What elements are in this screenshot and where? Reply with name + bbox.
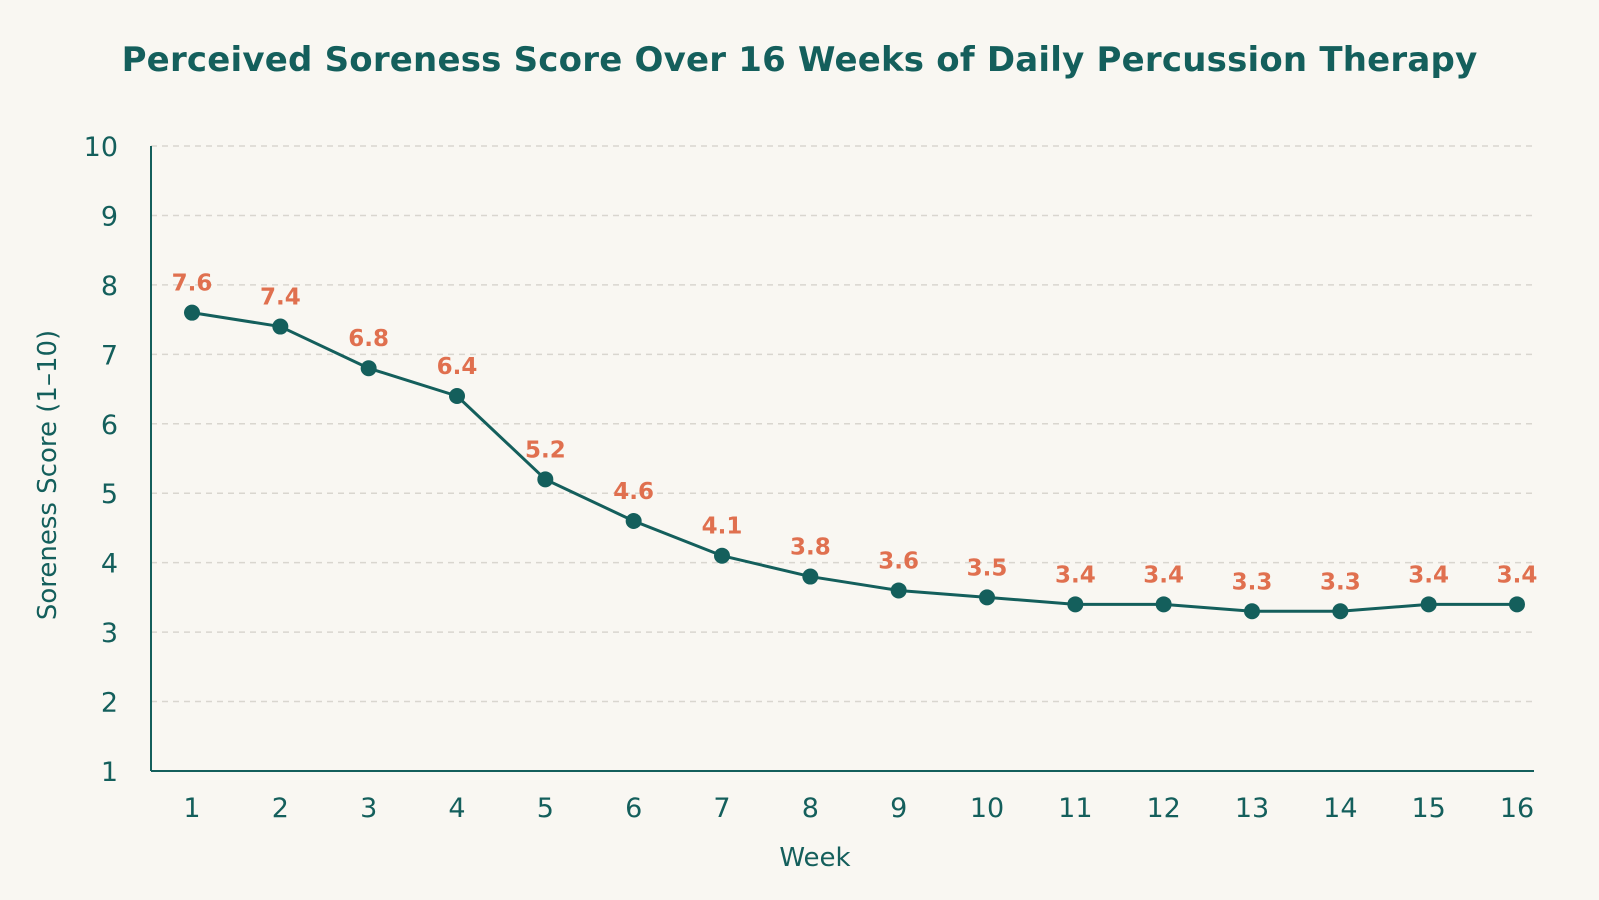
data-point xyxy=(537,471,554,488)
data-point xyxy=(625,513,642,529)
data-point xyxy=(184,304,200,321)
data-label: 3.5 xyxy=(967,555,1008,581)
data-label: 6.8 xyxy=(348,326,389,352)
y-tick-label: 6 xyxy=(101,410,118,441)
x-tick-label: 1 xyxy=(183,793,200,824)
x-tick-label: 7 xyxy=(713,793,730,824)
data-label: 3.3 xyxy=(1320,569,1361,595)
data-point xyxy=(449,388,465,404)
y-tick-label: 2 xyxy=(101,688,118,719)
x-tick-label: 9 xyxy=(890,793,907,824)
data-label: 7.6 xyxy=(172,271,213,297)
data-point xyxy=(890,582,907,599)
data-labels: 7.6 7.4 6.8 6.4 5.2 4.6 4.1 3.8 3.6 3.5 3.4 3.4 3.3 3… xyxy=(172,271,1538,596)
y-tick-label: 3 xyxy=(101,618,118,649)
data-label: 3.4 xyxy=(1497,562,1538,588)
data-label: 4.6 xyxy=(613,479,654,505)
data-label: 3.4 xyxy=(1055,562,1096,588)
data-label: 4.1 xyxy=(702,514,743,540)
x-tick-label: 4 xyxy=(448,793,465,824)
data-point xyxy=(272,318,289,335)
data-label: 3.4 xyxy=(1143,562,1184,588)
y-axis-title: Soreness Score (1–10) xyxy=(33,330,63,620)
x-tick-label: 10 xyxy=(970,793,1004,824)
data-point xyxy=(1067,596,1084,613)
y-tick-label: 9 xyxy=(101,201,118,232)
y-tick-label: 10 xyxy=(84,132,118,163)
data-label: 5.2 xyxy=(525,437,566,463)
data-point xyxy=(1332,603,1349,620)
x-tick-label: 11 xyxy=(1058,793,1092,824)
y-tick-labels: 1 2 3 4 5 6 7 8 9 10 xyxy=(84,132,118,788)
data-point xyxy=(714,547,730,564)
gridlines xyxy=(151,145,1534,703)
data-point xyxy=(1155,596,1172,613)
data-label: 3.4 xyxy=(1408,562,1449,588)
chart-title: Perceived Soreness Score Over 16 Weeks o… xyxy=(121,40,1478,80)
data-point xyxy=(1244,603,1260,620)
y-tick-label: 1 xyxy=(101,757,118,788)
y-tick-label: 7 xyxy=(101,340,118,371)
data-label: 3.8 xyxy=(790,535,831,561)
x-tick-label: 12 xyxy=(1146,793,1180,824)
series-line xyxy=(191,311,1517,613)
data-point xyxy=(1420,596,1437,613)
x-axis-title: Week xyxy=(779,843,850,873)
data-label: 3.6 xyxy=(878,548,919,574)
x-tick-label: 16 xyxy=(1500,793,1534,824)
x-tick-label: 2 xyxy=(272,793,289,824)
y-tick-label: 4 xyxy=(101,549,118,580)
data-point xyxy=(360,360,377,377)
data-point xyxy=(979,589,995,606)
data-points xyxy=(184,304,1525,620)
data-label: 3.3 xyxy=(1232,569,1273,595)
data-label: 7.4 xyxy=(260,285,301,311)
x-tick-label: 15 xyxy=(1411,793,1445,824)
data-label: 6.4 xyxy=(437,354,478,380)
x-tick-label: 8 xyxy=(802,793,819,824)
y-tick-label: 8 xyxy=(101,271,118,302)
x-tick-label: 14 xyxy=(1323,793,1357,824)
y-tick-label: 5 xyxy=(101,479,118,510)
x-tick-labels: 1 2 3 4 5 6 7 8 9 10 11 12 13 14 15 16 xyxy=(183,793,1534,824)
data-point xyxy=(802,568,819,585)
x-tick-label: 13 xyxy=(1235,793,1269,824)
data-point xyxy=(1509,596,1525,613)
x-tick-label: 5 xyxy=(537,793,554,824)
x-tick-label: 3 xyxy=(360,793,377,824)
x-tick-label: 6 xyxy=(625,793,642,824)
